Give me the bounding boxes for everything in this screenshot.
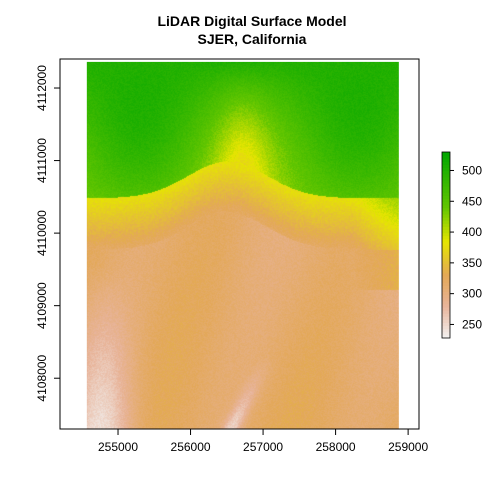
legend-color-step (442, 266, 450, 271)
legend-color-step (442, 288, 450, 292)
x-axis: 255000 256000 257000 258000 259000 (98, 429, 428, 454)
legend-color-step (442, 232, 450, 237)
plot-frame (59, 58, 420, 430)
legend-color-step (442, 325, 450, 330)
legend-color-step (442, 297, 450, 302)
legend-color-step (442, 319, 450, 323)
legend-color-step (442, 245, 450, 249)
legend-color-step (442, 220, 450, 224)
legend-tick-label: 300 (462, 287, 482, 301)
legend-color-step (442, 328, 450, 333)
legend-color-step (442, 316, 450, 320)
legend-color-step (442, 158, 450, 162)
legend-color-step (442, 276, 450, 280)
raster-image (86, 61, 399, 429)
legend-color-step (442, 313, 450, 317)
x-tick-label: 255000 (98, 440, 138, 454)
legend-color-step (442, 223, 450, 227)
legend-color-step (442, 251, 450, 255)
legend-color-step (442, 155, 450, 159)
legend-color-step (442, 260, 450, 265)
legend-color-step (442, 226, 450, 230)
y-tick-label: 4109000 (35, 282, 49, 329)
legend-color-step (442, 310, 450, 314)
legend-border (441, 151, 451, 339)
legend-color-step (442, 322, 450, 327)
legend-color-step (442, 201, 450, 206)
legend-tick-label: 450 (462, 194, 482, 208)
legend-color-step (442, 307, 450, 311)
legend-tick-label: 400 (462, 225, 482, 239)
legend-color-step (442, 285, 450, 289)
legend-color-step (442, 179, 450, 184)
legend-color-step (442, 198, 450, 203)
legend-color-step (442, 241, 450, 246)
legend-color-step (442, 238, 450, 243)
y-tick-label: 4112000 (35, 65, 49, 111)
legend-tick-label: 500 (462, 163, 482, 177)
elevation-legend: 250 300 350 400 450 500 (441, 151, 482, 339)
legend-color-step (442, 195, 450, 199)
chart-title: LiDAR Digital Surface Model (157, 13, 347, 29)
elevation-raster (86, 61, 399, 429)
legend-tick-label: 350 (462, 256, 482, 270)
x-tick-label: 259000 (388, 440, 428, 454)
y-tick-label: 4108000 (35, 355, 49, 402)
legend-color-step (442, 282, 450, 286)
x-tick-label: 256000 (171, 440, 211, 454)
y-tick-label: 4111000 (35, 138, 49, 183)
legend-color-step (442, 161, 450, 165)
legend-color-step (442, 269, 450, 274)
legend-color-step (442, 229, 450, 234)
chart-subtitle: SJER, California (197, 31, 307, 47)
legend-color-step (442, 173, 450, 178)
legend-color-step (442, 294, 450, 299)
legend-color-step (442, 248, 450, 252)
legend-color-step (442, 210, 450, 215)
x-tick-label: 257000 (243, 440, 283, 454)
legend-color-step (442, 214, 450, 218)
legend-color-step (442, 207, 450, 212)
legend-color-step (442, 217, 450, 221)
legend-color-step (442, 235, 450, 240)
legend-color-step (442, 279, 450, 283)
y-tick-label: 4110000 (35, 210, 49, 256)
legend-color-step (442, 183, 450, 187)
legend-color-step (442, 254, 450, 258)
legend-color-step (442, 291, 450, 296)
legend-color-step (442, 331, 450, 336)
legend-color-step (442, 303, 450, 308)
legend-color-step (442, 164, 450, 168)
legend-color-step (442, 204, 450, 209)
legend-color-step (442, 272, 450, 277)
legend-tick-label: 250 (462, 317, 482, 331)
legend-color-step (442, 189, 450, 193)
legend-color-step (442, 257, 450, 261)
legend-color-step (442, 176, 450, 181)
legend-color-step (442, 334, 450, 339)
legend-color-step (442, 263, 450, 268)
legend-color-step (442, 167, 450, 172)
legend-color-step (442, 186, 450, 190)
legend-color-step (442, 300, 450, 305)
plot-border (59, 58, 420, 430)
legend-color-step (442, 170, 450, 175)
y-axis: 4108000 4109000 4110000 4111000 4112000 (35, 65, 60, 402)
legend-color-step (442, 192, 450, 196)
legend-color-step (442, 152, 450, 156)
x-tick-label: 258000 (316, 440, 356, 454)
